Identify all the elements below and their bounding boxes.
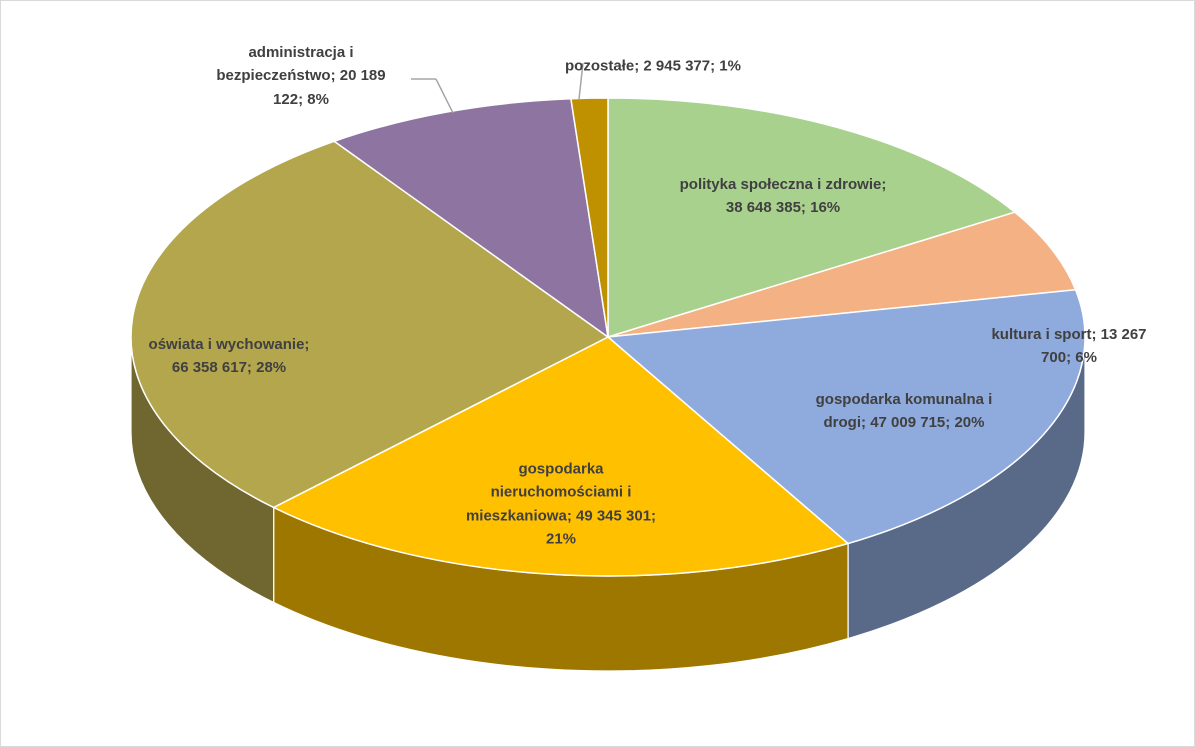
slice bbox=[272, 336, 850, 577]
label-percent: 16% bbox=[810, 199, 841, 216]
label-category: kultura i sport; bbox=[991, 325, 1097, 343]
slice bbox=[332, 97, 610, 339]
pie-body bbox=[130, 97, 1086, 672]
data-label: polityka społeczna i zdrowie; 38 648 385… bbox=[671, 173, 896, 220]
label-value: 47 009 715; bbox=[870, 414, 951, 431]
label-value: 20 189 122; bbox=[273, 67, 386, 108]
label-value: 13 267 700; bbox=[1041, 325, 1147, 366]
label-percent: 8% bbox=[307, 90, 329, 108]
label-value: 66 358 617; bbox=[171, 359, 252, 376]
label-percent: 20% bbox=[954, 414, 985, 431]
label-category: polityka społeczna i zdrowie; bbox=[679, 175, 887, 193]
slice bbox=[570, 97, 609, 338]
leader-line bbox=[578, 62, 584, 100]
label-value: 38 648 385; bbox=[725, 199, 806, 216]
slice bbox=[130, 140, 610, 509]
data-label: pozostałe; 2 945 377; 1% bbox=[533, 54, 773, 77]
label-category: administracja i bezpieczeństwo; bbox=[216, 44, 354, 85]
label-category: gospodarka nieruchomościami i mieszkanio… bbox=[465, 460, 632, 525]
label-percent: 21% bbox=[545, 530, 577, 548]
label-category: gospodarka komunalna i drogi; bbox=[815, 390, 993, 431]
leader-line bbox=[435, 78, 454, 114]
label-percent: 1% bbox=[719, 57, 741, 75]
data-label: gospodarka nieruchomościami i mieszkanio… bbox=[454, 458, 669, 551]
label-category: pozostałe; bbox=[565, 57, 640, 75]
label-category: oświata i wychowanie; bbox=[148, 335, 310, 353]
slice bbox=[607, 211, 1077, 338]
data-label: administracja i bezpieczeństwo; 20 189 1… bbox=[206, 41, 396, 111]
data-label: oświata i wychowanie; 66 358 617; 28% bbox=[139, 333, 319, 380]
data-label: gospodarka komunalna i drogi; 47 009 715… bbox=[812, 388, 997, 435]
label-value: 2 945 377; bbox=[643, 57, 716, 75]
slice bbox=[607, 97, 1017, 339]
label-percent: 28% bbox=[256, 359, 287, 376]
data-label: kultura i sport; 13 267 700; 6% bbox=[987, 323, 1152, 370]
label-percent: 6% bbox=[1075, 349, 1097, 366]
label-value: 49 345 301; bbox=[575, 507, 657, 524]
slice bbox=[606, 288, 1086, 545]
